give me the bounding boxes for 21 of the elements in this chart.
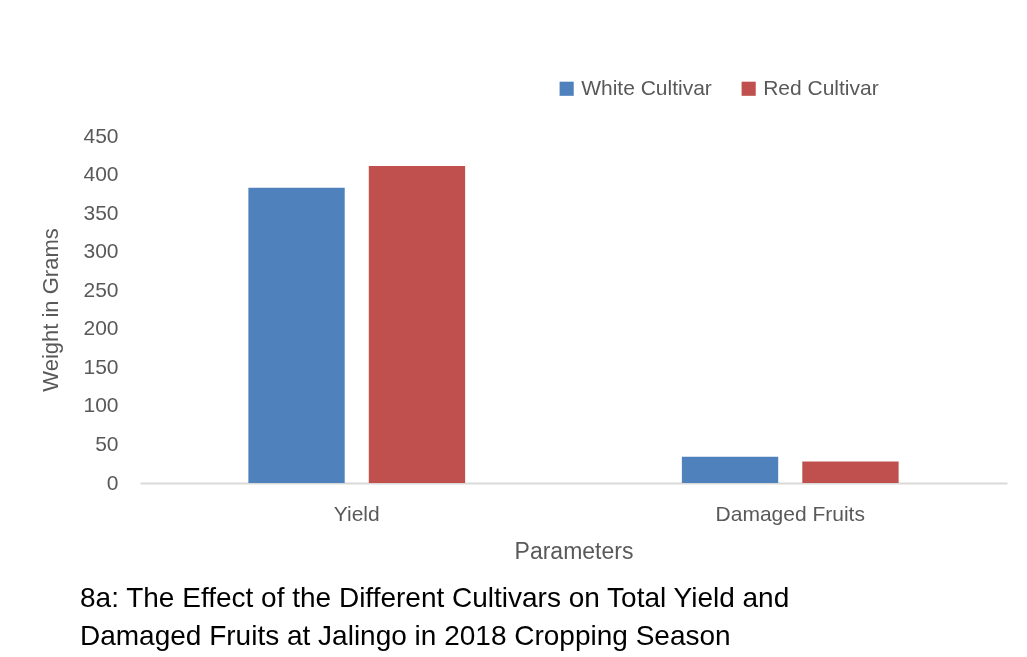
legend-label: Red Cultivar [763, 75, 879, 99]
y-axis-title: Weight in Grams [38, 228, 64, 392]
x-tick-label: Damaged Fruits [715, 501, 865, 525]
y-tick-label: 350 [83, 200, 119, 224]
y-tick-label: 250 [83, 277, 119, 301]
y-tick-label: 200 [83, 316, 119, 340]
bar [248, 187, 345, 483]
y-tick-label: 0 [106, 470, 119, 494]
text: 8a: The Effect of the Different Cultivars on Total Yield and Damaged Fruits at Jalingo in 2018 Cropping Season [80, 582, 790, 651]
y-tick-label: 50 [95, 431, 119, 455]
y-tick-label: 100 [83, 393, 119, 417]
y-tick-label: 450 [83, 123, 119, 147]
bar [681, 456, 779, 483]
bar [368, 166, 466, 483]
y-tick-label: 150 [83, 354, 119, 378]
x-axis-title: Parameters [514, 537, 634, 564]
y-tick-label: 300 [83, 239, 119, 263]
x-tick-label: Yield [333, 501, 380, 525]
y-tick-label: 400 [83, 162, 119, 186]
legend-label: White Cultivar [581, 75, 712, 99]
bar [802, 461, 899, 483]
